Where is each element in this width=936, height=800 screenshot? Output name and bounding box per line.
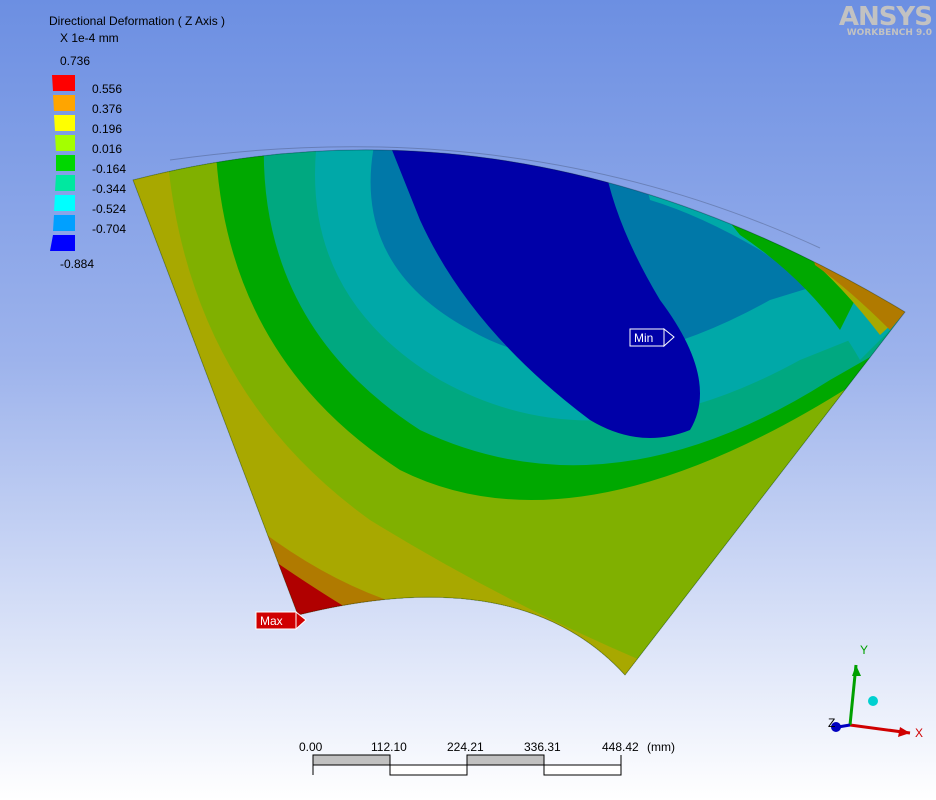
legend-swatch-7 [53, 215, 75, 231]
legend-swatch-8 [50, 235, 75, 251]
logo-text: ANSYS [838, 2, 933, 32]
contour-band-min [380, 149, 700, 438]
legend-swatch-2 [54, 115, 75, 131]
scale-bar: 0.00 112.10 224.21 336.31 448.42 (mm) [299, 735, 675, 785]
legend-level-label: -0.704 [92, 222, 127, 236]
sector-top-edge [169, 146, 821, 249]
y-axis-arrowhead [852, 665, 861, 676]
legend-swatch-3 [55, 135, 75, 151]
scale-tick-label: 224.21 [447, 740, 484, 754]
max-probe-label: Max [260, 614, 283, 628]
z-axis-dot [831, 722, 841, 732]
max-probe-pointer [295, 610, 307, 631]
legend-level-label: -0.524 [92, 202, 127, 216]
ansys-logo: ANSYS WORKBENCH 9.0 [838, 2, 933, 38]
legend-swatch-4 [56, 155, 75, 171]
result-units: X 1e-4 mm [60, 31, 119, 45]
legend-swatch-1 [53, 95, 75, 111]
legend-max-value: 0.736 [60, 54, 91, 68]
legend-swatch-6 [54, 195, 75, 211]
triad-x-label: X [915, 726, 923, 740]
legend-level-label: 0.376 [92, 102, 123, 116]
scale-unit-label: (mm) [647, 740, 675, 754]
legend-min-value: -0.884 [60, 257, 95, 271]
scale-tick-label: 112.10 [371, 740, 407, 754]
x-axis-arrowhead [898, 727, 910, 737]
scale-segment [312, 754, 391, 766]
min-probe-pointer [663, 327, 675, 348]
legend-level-label: -0.344 [92, 182, 127, 196]
contour-legend: Directional Deformation ( Z Axis ) X 1e-… [0, 0, 300, 290]
legend-level-label: 0.196 [92, 122, 123, 136]
logo-subtext: WORKBENCH 9.0 [846, 28, 932, 38]
scale-tick-label: 448.42 [602, 740, 639, 754]
scale-bar-graphic [312, 754, 622, 776]
legend-swatch-5 [55, 175, 75, 191]
sector-outline [132, 149, 906, 676]
legend-swatch-0 [52, 75, 75, 91]
triad-y-label: Y [860, 643, 868, 657]
legend-color-bar [50, 75, 75, 251]
scale-segment [389, 764, 468, 776]
scale-segment [466, 754, 545, 766]
legend-level-label: -0.164 [92, 162, 127, 176]
legend-level-label: 0.556 [92, 82, 123, 96]
min-probe-label: Min [634, 331, 653, 345]
legend-level-label: 0.016 [92, 142, 123, 156]
result-title: Directional Deformation ( Z Axis ) [49, 14, 226, 28]
scale-tick-label: 0.00 [299, 740, 323, 754]
scale-segment [543, 764, 622, 776]
max-probe[interactable]: Max [255, 610, 307, 631]
min-probe[interactable]: Min [629, 327, 675, 348]
isometric-view-ball [868, 696, 878, 706]
axis-triad[interactable]: X Y Z [828, 643, 923, 740]
triad-z-label: Z [828, 716, 835, 730]
scale-tick-label: 336.31 [524, 740, 561, 754]
